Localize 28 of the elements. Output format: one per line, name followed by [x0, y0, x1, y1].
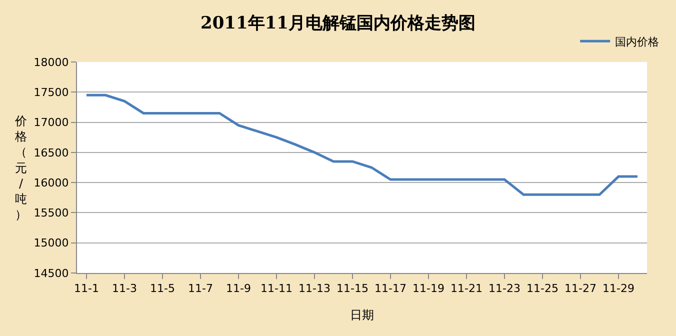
y-tick-label: 15500 — [34, 206, 69, 220]
x-tick-label: 11-13 — [298, 282, 330, 296]
chart-title: 2011年11月电解锰国内价格走势图 — [200, 14, 476, 34]
y-tick-label: 17000 — [34, 116, 69, 130]
y-tick-label: 17500 — [34, 86, 69, 99]
y-axis-title: 价格（元/吨） — [14, 114, 27, 222]
x-tick-label: 11-19 — [412, 282, 444, 296]
x-tick-label: 11-25 — [526, 282, 558, 296]
x-tick-label: 11-15 — [336, 282, 368, 296]
x-tick-label: 11-7 — [188, 282, 213, 296]
y-tick-label: 15000 — [34, 236, 69, 250]
y-tick-label: 16000 — [34, 176, 69, 190]
x-axis-title: 日期 — [350, 308, 374, 322]
x-tick-label: 11-9 — [226, 282, 251, 296]
x-tick-label: 11-23 — [488, 282, 520, 296]
y-tick-label: 18000 — [34, 56, 69, 69]
line-series — [85, 94, 639, 196]
x-tick-label: 11-11 — [260, 282, 292, 296]
x-tick-label: 11-21 — [450, 282, 482, 296]
x-tick-label: 11-3 — [112, 282, 137, 296]
x-tick-label: 11-1 — [74, 282, 99, 296]
y-tick-label: 14500 — [34, 266, 69, 280]
y-tick-label: 16500 — [34, 146, 69, 160]
x-tick-label: 11-5 — [150, 282, 175, 296]
x-tick-label: 11-27 — [564, 282, 596, 296]
x-tick-label: 11-29 — [602, 282, 634, 296]
legend-label: 国内价格 — [615, 35, 660, 48]
x-tick-label: 11-17 — [374, 282, 406, 296]
